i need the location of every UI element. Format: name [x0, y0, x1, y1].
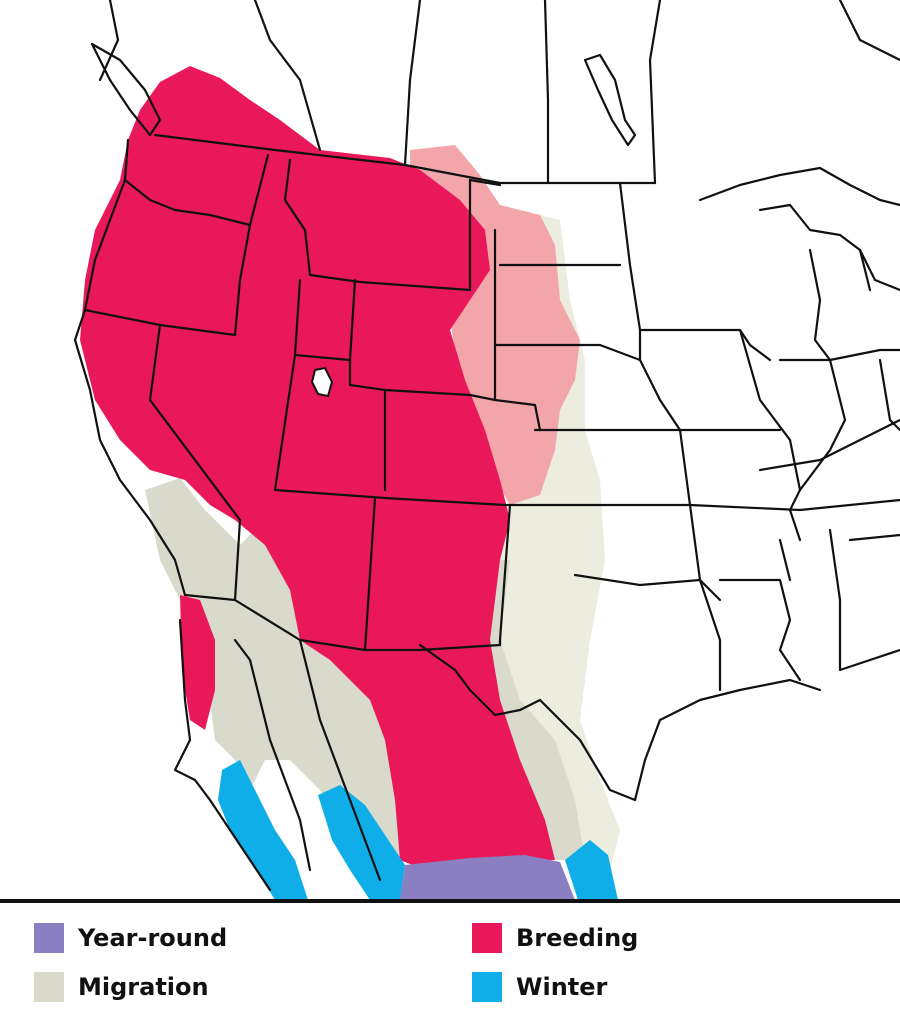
breeding-zone-main: [80, 66, 555, 868]
breeding-zone-baja: [180, 595, 215, 730]
legend-label-year-round: Year-round: [78, 924, 228, 952]
migration-zone-southwest: [145, 478, 410, 870]
year-round-zone: [400, 855, 575, 900]
border-lines: [73, 0, 900, 892]
legend-item-year-round: Year-round: [34, 920, 227, 956]
great-salt-lake: [310, 366, 334, 398]
winter-zone-baja: [218, 760, 308, 900]
range-map: [73, 0, 900, 900]
legend-item-breeding: Breeding: [472, 920, 638, 956]
winter-zone-west-mexico: [318, 785, 405, 900]
legend-divider: [0, 899, 900, 903]
winter-zone-east-mexico: [565, 840, 618, 900]
legend-swatch-breeding: [472, 923, 502, 953]
legend-swatch-winter: [472, 972, 502, 1002]
range-map-svg: [73, 0, 900, 900]
legend-label-migration: Migration: [78, 973, 209, 1001]
legend-swatch-migration: [34, 972, 64, 1002]
migration-zone-southeast: [485, 560, 585, 860]
legend-swatch-year-round: [34, 923, 64, 953]
map-legend: Year-round Migration Breeding Winter: [0, 903, 900, 1024]
legend-label-breeding: Breeding: [516, 924, 639, 952]
legend-item-migration: Migration: [34, 969, 209, 1005]
legend-label-winter: Winter: [516, 973, 608, 1001]
legend-item-winter: Winter: [472, 969, 607, 1005]
